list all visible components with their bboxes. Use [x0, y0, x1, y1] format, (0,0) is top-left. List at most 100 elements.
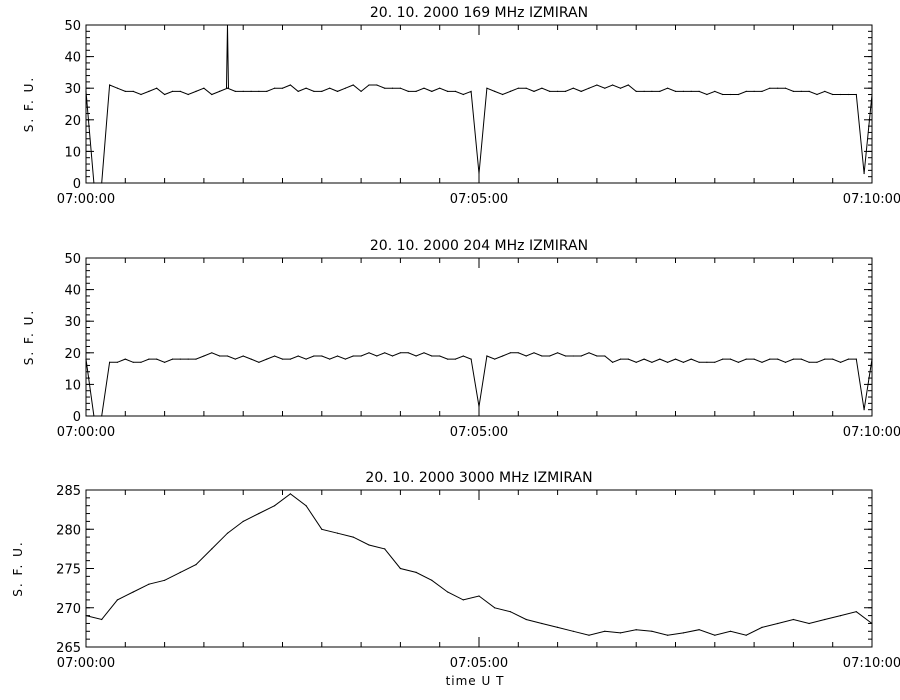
data-point [368, 352, 370, 354]
data-point [156, 358, 158, 360]
data-point [132, 90, 134, 92]
data-point [840, 93, 842, 96]
data-point [502, 93, 504, 96]
plot-frame [85, 257, 873, 417]
data-point [274, 355, 276, 357]
data-point [509, 352, 511, 354]
data-point [714, 634, 716, 636]
data-point [85, 90, 87, 92]
x-tick-label: 07:05:00 [450, 656, 508, 671]
data-point [281, 87, 284, 89]
data-point [258, 512, 260, 515]
data-point [195, 358, 197, 360]
data-point [871, 622, 873, 625]
data-point [698, 361, 700, 363]
x-tick-label: 07:05:00 [450, 425, 508, 440]
data-point [549, 90, 551, 92]
data-point [855, 611, 857, 613]
y-tick-label: 20 [64, 347, 81, 362]
x-tick-label: 07:05:00 [450, 192, 508, 207]
data-point [855, 93, 857, 96]
data-point [305, 87, 307, 89]
chart-panel-3: 20. 10. 2000 3000 MHz IZMIRAN S. F. U. tim… [11, 470, 900, 688]
data-point [226, 355, 229, 357]
data-point [211, 352, 213, 354]
data-point [509, 611, 511, 613]
data-point [344, 358, 346, 360]
x-tick-label: 07:00:00 [57, 656, 115, 671]
data-point [643, 358, 645, 360]
data-point [784, 87, 787, 89]
data-point [604, 630, 606, 632]
data-point [706, 93, 708, 96]
data-point [667, 87, 669, 89]
data-point [219, 90, 221, 92]
data-point [274, 87, 276, 89]
data-point [321, 90, 323, 92]
data-point [179, 571, 181, 574]
data-point [722, 358, 724, 360]
data-point [391, 87, 394, 89]
data-point [313, 355, 315, 357]
data-point [619, 632, 622, 634]
data-point [777, 358, 779, 360]
data-point [863, 409, 865, 411]
data-point [384, 548, 386, 550]
data-point [109, 84, 111, 86]
data-point [274, 505, 276, 507]
data-point [132, 591, 134, 593]
data-point [761, 90, 763, 92]
data-point [321, 528, 323, 530]
data-point [391, 355, 394, 357]
data-point [557, 352, 559, 354]
y-axis-label: S. F. U. [11, 540, 25, 596]
data-point [101, 618, 103, 621]
data-point [478, 405, 480, 408]
y-tick-label: 275 [56, 563, 81, 578]
data-point [502, 355, 504, 357]
data-point [847, 93, 850, 96]
data-point [674, 358, 677, 360]
data-point [588, 634, 590, 636]
data-point [203, 87, 205, 89]
chart-panel-1: 20. 10. 2000 169 MHz IZMIRAN S. F. U. 0 10 2… [22, 5, 900, 207]
y-tick-label: 20 [64, 114, 81, 129]
data-point [415, 355, 417, 357]
data-point [784, 361, 787, 363]
data-point [226, 532, 229, 534]
data-point [148, 583, 150, 585]
data-point [761, 361, 763, 363]
data-point [447, 90, 449, 92]
chart-panel-2: 20. 10. 2000 204 MHz IZMIRAN S. F. U. 0 10 2… [22, 238, 900, 440]
data-point [281, 358, 284, 360]
data-point [368, 544, 370, 546]
data-point [226, 87, 229, 89]
data-point [871, 358, 873, 360]
data-point [336, 532, 339, 534]
data-point [572, 87, 574, 89]
data-point [266, 90, 268, 92]
data-point [745, 358, 747, 360]
data-point [439, 87, 441, 89]
data-point [635, 90, 637, 92]
data-point [171, 90, 174, 92]
data-point [525, 87, 527, 89]
data-point [745, 634, 747, 636]
data-point [824, 90, 826, 92]
data-point [494, 90, 496, 92]
data-point [171, 358, 174, 360]
data-point [116, 87, 118, 89]
data-point [305, 505, 307, 507]
x-tick-label: 07:10:00 [843, 192, 900, 207]
plot-frame [85, 24, 873, 184]
data-point [399, 567, 401, 570]
data-point [667, 361, 669, 363]
data-point [360, 90, 362, 92]
data-point [234, 358, 236, 360]
data-point [682, 361, 685, 363]
data-point [462, 355, 464, 357]
data-point [871, 93, 873, 96]
data-point [714, 90, 716, 92]
data-point [619, 358, 622, 360]
data-point [714, 361, 716, 363]
